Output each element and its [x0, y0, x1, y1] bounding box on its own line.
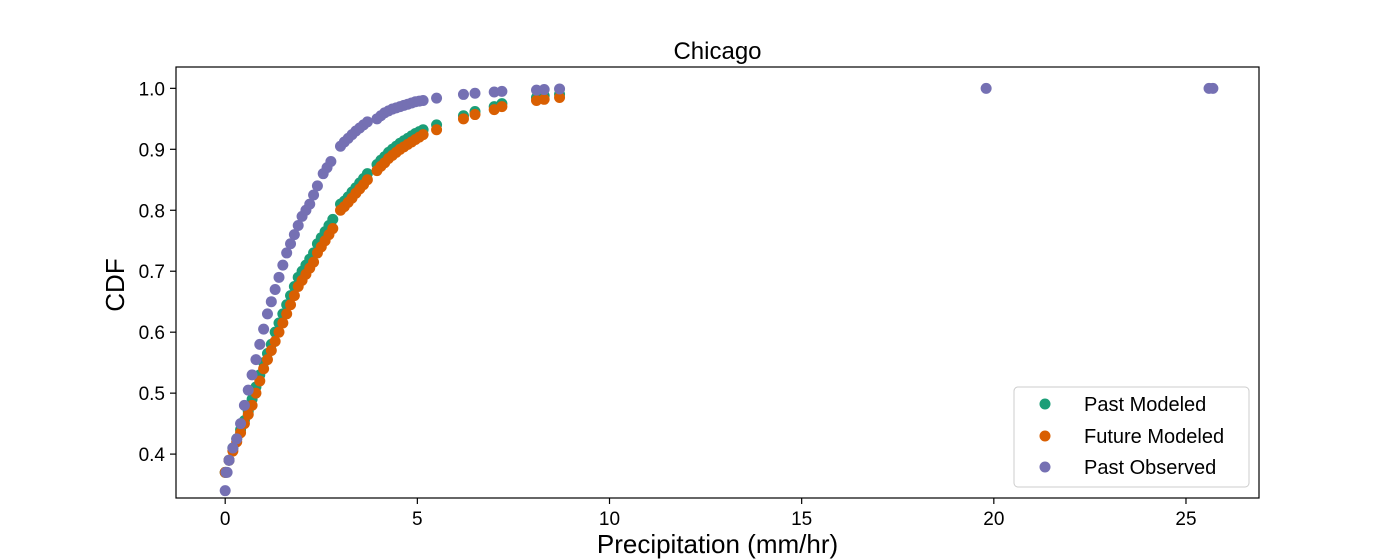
x-axis-label: Precipitation (mm/hr) — [597, 529, 838, 559]
legend-label-past-modeled: Past Modeled — [1084, 394, 1206, 416]
data-point-future-modeled — [417, 129, 429, 141]
data-point-future-modeled — [431, 124, 443, 136]
data-point-past-observed — [231, 433, 243, 445]
data-point-future-modeled — [285, 299, 297, 311]
data-point-past-observed — [554, 83, 566, 95]
data-point-past-observed — [1207, 82, 1219, 94]
data-point-past-observed — [238, 399, 250, 411]
y-tick-label: 0.6 — [139, 323, 165, 344]
x-tick-label: 0 — [220, 509, 231, 530]
data-point-past-observed — [246, 369, 258, 381]
x-tick-label: 10 — [599, 509, 620, 530]
plot-frame — [175, 66, 1260, 499]
data-point-past-observed — [431, 92, 443, 104]
data-point-future-modeled — [269, 335, 281, 347]
legend: Past Modeled Future Modeled Past Observe… — [1013, 386, 1250, 488]
x-axis-ticks: 0 5 10 15 20 25 — [220, 498, 1197, 530]
data-point-past-observed — [227, 442, 239, 454]
y-tick-label: 0.8 — [139, 201, 165, 222]
data-point-past-observed — [308, 189, 320, 201]
data-point-past-observed — [265, 296, 277, 308]
data-point-past-observed — [292, 220, 304, 231]
data-point-past-observed — [457, 88, 469, 100]
data-point-future-modeled — [258, 363, 270, 375]
data-point-future-modeled — [281, 308, 293, 320]
data-point-past-observed — [469, 87, 481, 99]
x-tick-label: 5 — [412, 509, 423, 530]
y-tick-label: 0.4 — [139, 445, 166, 466]
y-tick-label: 0.9 — [139, 140, 165, 161]
legend-label-future-modeled: Future Modeled — [1084, 426, 1224, 448]
data-point-past-observed — [325, 155, 337, 167]
data-point-past-observed — [288, 229, 300, 241]
data-point-past-observed — [277, 259, 289, 271]
data-point-past-observed — [980, 82, 992, 94]
data-point-past-observed — [242, 384, 254, 396]
data-point-past-observed — [285, 238, 297, 250]
data-point-past-observed — [417, 95, 429, 107]
x-tick-label: 15 — [791, 509, 812, 530]
x-tick-label: 20 — [983, 509, 1004, 530]
data-point-past-observed — [269, 284, 281, 296]
y-tick-label: 0.7 — [139, 262, 165, 283]
data-point-past-observed — [250, 354, 262, 366]
data-point-past-observed — [311, 180, 323, 192]
data-point-past-observed — [281, 247, 293, 259]
data-point-future-modeled — [265, 344, 277, 356]
legend-label-past-observed: Past Observed — [1084, 457, 1216, 479]
series-past-observed — [219, 82, 1219, 497]
data-point-past-observed — [221, 466, 233, 478]
data-point-past-observed — [273, 271, 285, 283]
data-point-future-modeled — [457, 113, 469, 125]
y-tick-label: 1.0 — [139, 79, 165, 100]
data-point-past-observed — [304, 198, 316, 210]
legend-marker-past-observed — [1039, 461, 1051, 473]
data-point-past-observed — [258, 323, 270, 335]
data-point-future-modeled — [277, 317, 289, 329]
data-point-future-modeled — [261, 354, 273, 366]
data-point-future-modeled — [327, 223, 339, 235]
y-axis-label: CDF — [100, 258, 130, 311]
data-point-future-modeled — [469, 109, 481, 121]
data-point-future-modeled — [288, 290, 300, 302]
legend-marker-future-modeled — [1039, 430, 1051, 442]
data-points-layer — [219, 82, 1219, 497]
y-tick-label: 0.5 — [139, 384, 165, 405]
x-tick-label: 25 — [1175, 509, 1196, 530]
data-point-future-modeled — [254, 375, 266, 387]
data-point-past-observed — [223, 454, 235, 466]
data-point-past-observed — [235, 418, 247, 430]
data-point-future-modeled — [538, 93, 550, 105]
data-point-past-observed — [219, 485, 231, 497]
data-point-future-modeled — [273, 326, 285, 338]
data-point-future-modeled — [496, 101, 508, 113]
data-point-future-modeled — [308, 256, 320, 268]
y-axis-ticks: 0.4 0.5 0.6 0.7 0.8 0.9 1.0 — [139, 79, 176, 466]
data-point-past-observed — [261, 308, 273, 320]
data-point-future-modeled — [242, 408, 254, 420]
data-point-future-modeled — [246, 399, 258, 411]
data-point-past-observed — [361, 116, 373, 128]
data-point-past-modeled — [327, 213, 339, 225]
data-point-past-observed — [496, 85, 508, 97]
chart-title: Chicago — [673, 38, 761, 65]
data-point-future-modeled — [554, 91, 566, 103]
data-point-past-observed — [538, 84, 550, 96]
legend-marker-past-modeled — [1039, 398, 1051, 410]
data-point-future-modeled — [361, 174, 373, 186]
data-point-past-observed — [254, 338, 266, 350]
legend-box — [1013, 386, 1250, 488]
